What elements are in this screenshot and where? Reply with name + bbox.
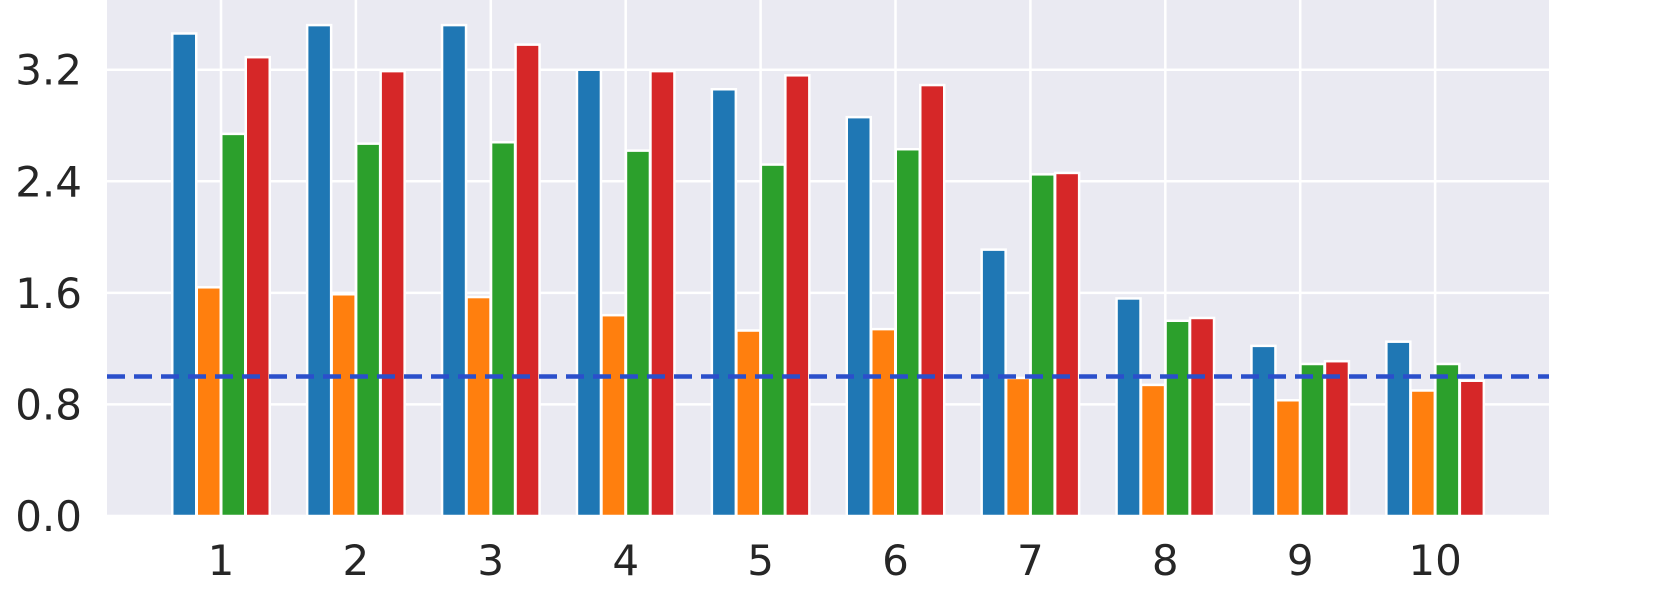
bar-series-2-category-8 [1139, 383, 1167, 518]
bar-series-2-category-5 [735, 329, 762, 518]
y-tick-label: 0.0 [15, 492, 82, 541]
x-tick-label: 8 [1152, 536, 1179, 585]
bar-series-4-category-4 [649, 69, 676, 518]
bar-series-4-category-2 [379, 69, 406, 518]
x-tick-label: 7 [1017, 536, 1044, 585]
y-tick-label: 1.6 [15, 269, 82, 318]
bar-series-2-category-3 [465, 295, 492, 518]
bar-series-3-category-1 [220, 132, 247, 518]
bar-series-2-category-4 [600, 313, 627, 518]
x-tick-label: 2 [343, 536, 370, 585]
bar-series-4-category-10 [1458, 379, 1486, 518]
bar-series-2-category-6 [870, 327, 897, 518]
bar-series-1-category-10 [1385, 340, 1412, 518]
bar-series-3-category-5 [759, 163, 787, 518]
bar-series-2-category-1 [195, 286, 222, 518]
x-tick-label: 4 [612, 536, 639, 585]
bar-series-2-category-2 [330, 293, 357, 518]
bar-series-4-category-8 [1188, 316, 1216, 518]
bar-series-1-category-9 [1250, 344, 1277, 518]
bar-series-4-category-5 [784, 74, 811, 518]
x-tick-label: 5 [747, 536, 774, 585]
x-tick-label: 3 [477, 536, 504, 585]
bar-series-4-category-7 [1053, 171, 1081, 518]
bar-series-3-category-3 [489, 140, 517, 518]
bar-series-4-category-9 [1323, 359, 1351, 518]
y-tick-label: 2.4 [15, 157, 82, 206]
y-axis-tick-labels: 0.0 0.8 1.6 2.4 3.2 [15, 46, 82, 541]
y-tick-label: 0.8 [15, 380, 82, 429]
bar-series-2-category-7 [1004, 376, 1032, 518]
bar-series-3-category-4 [624, 149, 652, 518]
bar-series-3-category-9 [1299, 362, 1326, 518]
bar-series-1-category-1 [171, 32, 198, 518]
x-tick-label: 10 [1408, 536, 1461, 585]
bar-series-3-category-8 [1164, 319, 1191, 518]
bar-series-1-category-2 [305, 23, 333, 518]
bar-series-1-category-4 [575, 68, 603, 518]
bar-series-2-category-9 [1274, 398, 1302, 518]
bar-series-3-category-2 [354, 142, 382, 518]
x-tick-label: 1 [208, 536, 235, 585]
x-tick-label: 6 [882, 536, 909, 585]
bar-series-4-category-3 [514, 43, 541, 518]
bar-series-2-category-10 [1409, 389, 1437, 518]
bar-series-3-category-7 [1029, 173, 1056, 518]
bar-series-3-category-10 [1434, 362, 1461, 518]
bar-series-1-category-6 [845, 115, 872, 518]
bars [171, 23, 1486, 518]
bar-series-3-category-6 [894, 147, 921, 518]
bar-series-1-category-3 [440, 23, 468, 518]
bar-series-4-category-6 [919, 83, 946, 518]
x-axis-tick-labels: 1 2 3 4 5 6 7 8 9 10 [208, 536, 1462, 585]
bar-series-1-category-5 [710, 88, 738, 518]
bar-series-1-category-8 [1115, 297, 1142, 518]
y-tick-label: 3.2 [15, 46, 82, 95]
x-tick-label: 9 [1287, 536, 1314, 585]
bar-series-4-category-1 [244, 55, 271, 518]
bar-series-1-category-7 [980, 248, 1007, 518]
